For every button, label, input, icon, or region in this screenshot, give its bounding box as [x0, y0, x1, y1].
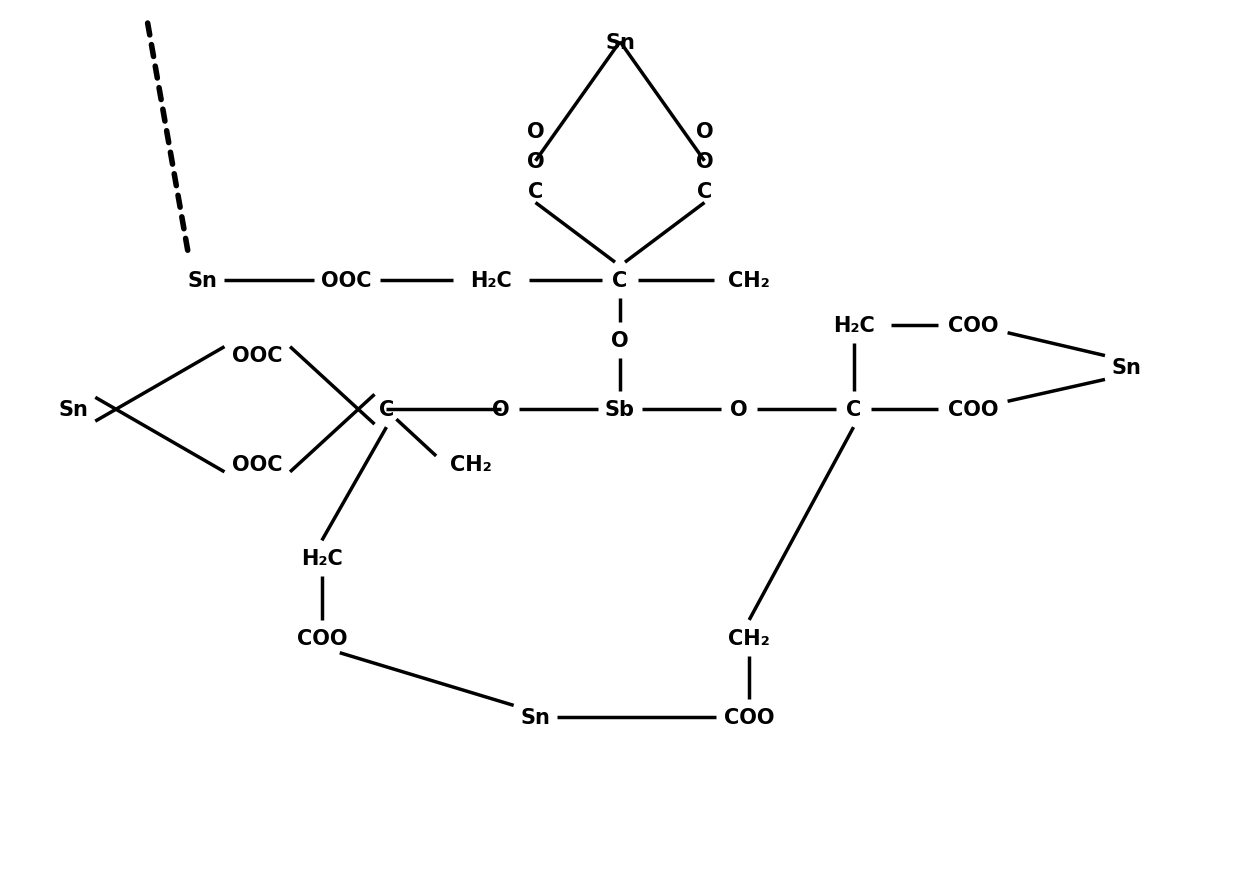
Text: CH₂: CH₂ [728, 628, 770, 648]
Text: C: C [528, 181, 543, 201]
Text: C: C [379, 400, 394, 420]
Text: O: O [730, 400, 748, 420]
Text: C: C [697, 181, 712, 201]
Text: O: O [527, 122, 544, 142]
Text: O: O [611, 330, 629, 350]
Text: CH₂: CH₂ [728, 271, 770, 291]
Text: C: C [846, 400, 861, 420]
Text: H₂C: H₂C [470, 271, 512, 291]
Text: OOC: OOC [232, 345, 283, 365]
Text: O: O [696, 122, 713, 142]
Text: Sb: Sb [605, 400, 635, 420]
Text: O: O [696, 152, 713, 172]
Text: COO: COO [947, 400, 998, 420]
Text: CH₂: CH₂ [450, 454, 492, 475]
Text: C: C [613, 271, 627, 291]
Text: Sn: Sn [187, 271, 217, 291]
Text: OOC: OOC [321, 271, 372, 291]
Text: Sn: Sn [1112, 358, 1142, 378]
Text: H₂C: H₂C [833, 316, 874, 335]
Text: Sn: Sn [58, 400, 88, 420]
Text: O: O [527, 152, 544, 172]
Text: OOC: OOC [232, 454, 283, 475]
Text: O: O [492, 400, 510, 420]
Text: H₂C: H₂C [301, 549, 342, 569]
Text: Sn: Sn [605, 32, 635, 53]
Text: COO: COO [724, 707, 775, 728]
Text: Sn: Sn [521, 707, 551, 728]
Text: COO: COO [296, 628, 347, 648]
Text: COO: COO [947, 316, 998, 335]
